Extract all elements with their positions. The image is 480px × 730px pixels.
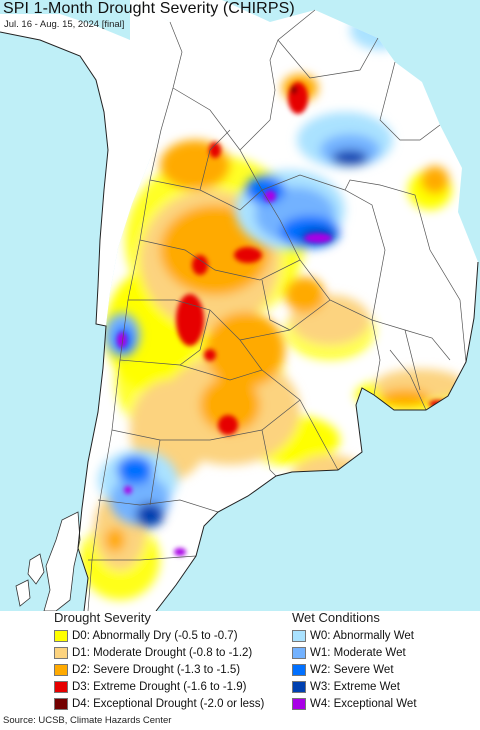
swatch-d2 xyxy=(54,663,68,676)
admin-borders xyxy=(87,9,467,611)
source-credit: Source: UCSB, Climate Hazards Center xyxy=(3,715,172,726)
legend-label-w1: W1: Moderate Wet xyxy=(310,646,406,659)
legend-label-w3: W3: Extreme Wet xyxy=(310,680,400,693)
legend-item-w0: W0: Abnormally Wet xyxy=(292,627,417,644)
legend: Drought Severity D0: Abnormally Dry (-0.… xyxy=(0,609,480,714)
legend-item-d1: D1: Moderate Drought (-0.8 to -1.2) xyxy=(54,644,264,661)
wet-legend: Wet Conditions W0: Abnormally Wet W1: Mo… xyxy=(292,609,417,712)
map-title: SPI 1-Month Drought Severity (CHIRPS) xyxy=(3,0,295,17)
island-small-1 xyxy=(27,553,45,585)
legend-item-w1: W1: Moderate Wet xyxy=(292,644,417,661)
legend-label-w4: W4: Exceptional Wet xyxy=(310,697,417,710)
legend-label-d4: D4: Exceptional Drought (-2.0 or less) xyxy=(72,697,265,710)
drought-map: SPI 1-Month Drought Severity (CHIRPS) Ju… xyxy=(0,0,480,611)
legend-label-d0: D0: Abnormally Dry (-0.5 to -0.7) xyxy=(72,629,238,642)
legend-label-d1: D1: Moderate Drought (-0.8 to -1.2) xyxy=(72,646,253,659)
legend-item-d3: D3: Extreme Drought (-1.6 to -1.9) xyxy=(54,678,264,695)
swatch-w1 xyxy=(292,646,306,659)
legend-label-w0: W0: Abnormally Wet xyxy=(310,629,414,642)
swatch-d1 xyxy=(54,646,68,659)
legend-item-d2: D2: Severe Drought (-1.3 to -1.5) xyxy=(54,661,264,678)
legend-item-d4: D4: Exceptional Drought (-2.0 or less) xyxy=(54,695,264,712)
legend-label-d2: D2: Severe Drought (-1.3 to -1.5) xyxy=(72,663,241,676)
legend-label-d3: D3: Extreme Drought (-1.6 to -1.9) xyxy=(72,680,247,693)
drought-legend: Drought Severity D0: Abnormally Dry (-0.… xyxy=(54,609,264,712)
swatch-d0 xyxy=(54,629,68,642)
swatch-d3 xyxy=(54,680,68,693)
peru-coast-land xyxy=(0,0,182,326)
map-subtitle: Jul. 16 - Aug. 15, 2024 [final] xyxy=(4,19,125,30)
legend-item-w2: W2: Severe Wet xyxy=(292,661,417,678)
drought-legend-heading: Drought Severity xyxy=(54,610,151,625)
legend-item-w3: W3: Extreme Wet xyxy=(292,678,417,695)
island-small-2 xyxy=(15,579,31,607)
swatch-d4 xyxy=(54,697,68,710)
coastline xyxy=(0,31,479,611)
swatch-w3 xyxy=(292,680,306,693)
legend-item-w4: W4: Exceptional Wet xyxy=(292,695,417,712)
legend-label-w2: W2: Severe Wet xyxy=(310,663,394,676)
wet-legend-heading: Wet Conditions xyxy=(292,610,380,625)
legend-item-d0: D0: Abnormally Dry (-0.5 to -0.7) xyxy=(54,627,264,644)
swatch-w0 xyxy=(292,629,306,642)
swatch-w2 xyxy=(292,663,306,676)
swatch-w4 xyxy=(292,697,306,710)
map-canvas xyxy=(0,0,480,611)
